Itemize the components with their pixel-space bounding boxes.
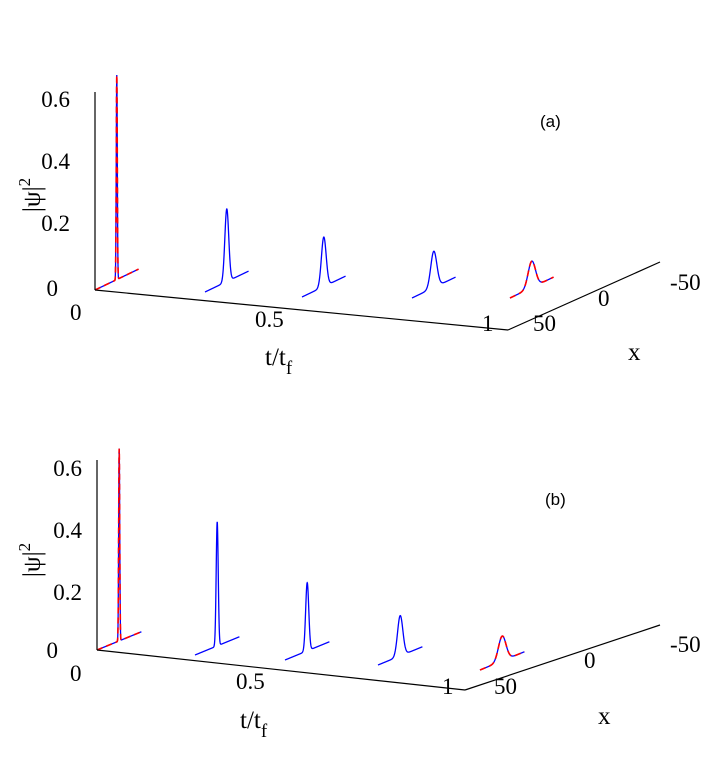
analytical-curve-t0: [96, 448, 142, 651]
y-axis-label: |ψ|2: [15, 178, 46, 212]
xtick-50: 50: [533, 311, 556, 336]
panel-b: 0.6 0.4 0.2 0 0 0.5 1 50 0 -50 |ψ|2 t/tf…: [15, 448, 701, 742]
ttick-0: 0: [70, 300, 82, 325]
numerical-curve-t4: [509, 260, 554, 299]
curves-b: [96, 448, 525, 671]
ytick-0.4: 0.4: [53, 518, 82, 543]
panel-tag-b: (b): [545, 490, 566, 509]
xtick-0: 0: [598, 286, 610, 311]
xtick-0: 0: [584, 648, 596, 673]
x-axis-label: x: [628, 339, 641, 366]
ytick-0.6: 0.6: [41, 87, 70, 112]
xtick-neg50: -50: [670, 270, 701, 295]
numerical-curve-t2: [301, 236, 346, 298]
analytical-curve-t0: [94, 74, 139, 291]
analytical-curve-t4: [479, 635, 525, 671]
numerical-curve-t3: [411, 250, 456, 299]
xtick-50: 50: [494, 674, 517, 699]
ytick-0.2: 0.2: [53, 580, 82, 605]
ytick-0.2: 0.2: [41, 211, 70, 236]
ttick-0: 0: [70, 661, 82, 686]
t-axis-label: t/tf: [240, 707, 268, 742]
numerical-curve-t4: [479, 635, 525, 671]
x-axis-label: x: [598, 703, 611, 730]
panel-a: 0.6 0.4 0.2 0 0 0.5 1 50 0 -50 |ψ|2 t/tf…: [15, 74, 701, 379]
numerical-curve-t2: [284, 581, 330, 661]
panel-tag-a: (a): [540, 112, 561, 131]
xtick-neg50: -50: [670, 632, 701, 657]
svg-text:|ψ|2: |ψ|2: [15, 178, 46, 212]
ttick-0.5: 0.5: [255, 307, 284, 332]
ttick-0.5: 0.5: [236, 669, 265, 694]
ytick-0.4: 0.4: [41, 149, 70, 174]
ytick-0: 0: [47, 276, 59, 301]
numerical-curve-t3: [377, 614, 423, 666]
axes-b: [96, 460, 661, 691]
x-axis-line: [464, 624, 661, 691]
svg-text:|ψ|2: |ψ|2: [15, 543, 46, 577]
y-axis-label: |ψ|2: [15, 543, 46, 577]
t-axis-line: [96, 649, 466, 691]
analytical-curve-t4: [509, 260, 554, 299]
numerical-curve-t1: [204, 208, 249, 293]
ttick-1: 1: [482, 311, 494, 336]
numerical-curve-t1: [194, 521, 240, 656]
ytick-0.6: 0.6: [53, 456, 82, 481]
t-axis-line: [94, 289, 509, 331]
x-axis-line: [507, 261, 661, 331]
t-axis-label: t/tf: [265, 344, 293, 379]
ttick-1: 1: [442, 674, 454, 699]
axes-a: [94, 92, 661, 331]
ytick-0: 0: [47, 638, 59, 663]
curves-a: [94, 74, 554, 299]
